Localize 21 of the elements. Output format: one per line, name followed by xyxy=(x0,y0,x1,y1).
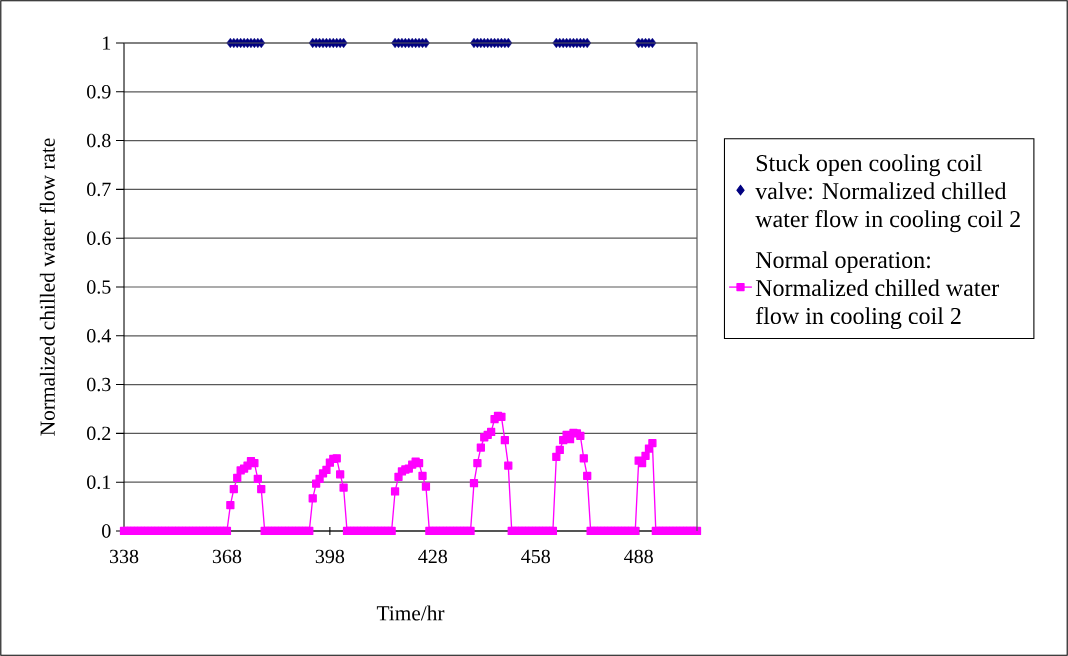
y-axis-title: Normalized chilled water flow rate xyxy=(39,138,55,436)
y-tick-label: 0.2 xyxy=(87,426,111,441)
x-tick-label: 458 xyxy=(521,549,550,564)
y-tick-label: 0.7 xyxy=(87,182,111,197)
x-tick-label: 488 xyxy=(624,549,653,564)
y-tick-label: 1 xyxy=(103,36,111,50)
y-tick-label: 0 xyxy=(102,524,111,538)
y-tick-label: 0.3 xyxy=(87,377,111,392)
y-tick-label: 0.5 xyxy=(87,280,111,294)
y-tick-label: 0.6 xyxy=(87,231,111,245)
x-tick-label: 398 xyxy=(315,549,345,564)
x-axis-title: Time/hr xyxy=(376,605,445,621)
y-tick-label: 0.4 xyxy=(87,329,111,343)
legend-label: Stuck open cooling coil valve: Normalized chilled water flow in cooling coil 2 xyxy=(755,154,1020,233)
y-tick-label: 0.8 xyxy=(87,133,111,148)
y-tick-label: 0.9 xyxy=(87,85,111,99)
y-tick-label: 0.1 xyxy=(87,475,111,489)
x-tick-label: 428 xyxy=(418,549,448,564)
legend-label: Normal operation: Normalized chilled water flow in cooling coil 2 xyxy=(755,251,999,330)
x-tick-label: 338 xyxy=(109,549,139,564)
x-tick-label: 368 xyxy=(212,549,242,564)
